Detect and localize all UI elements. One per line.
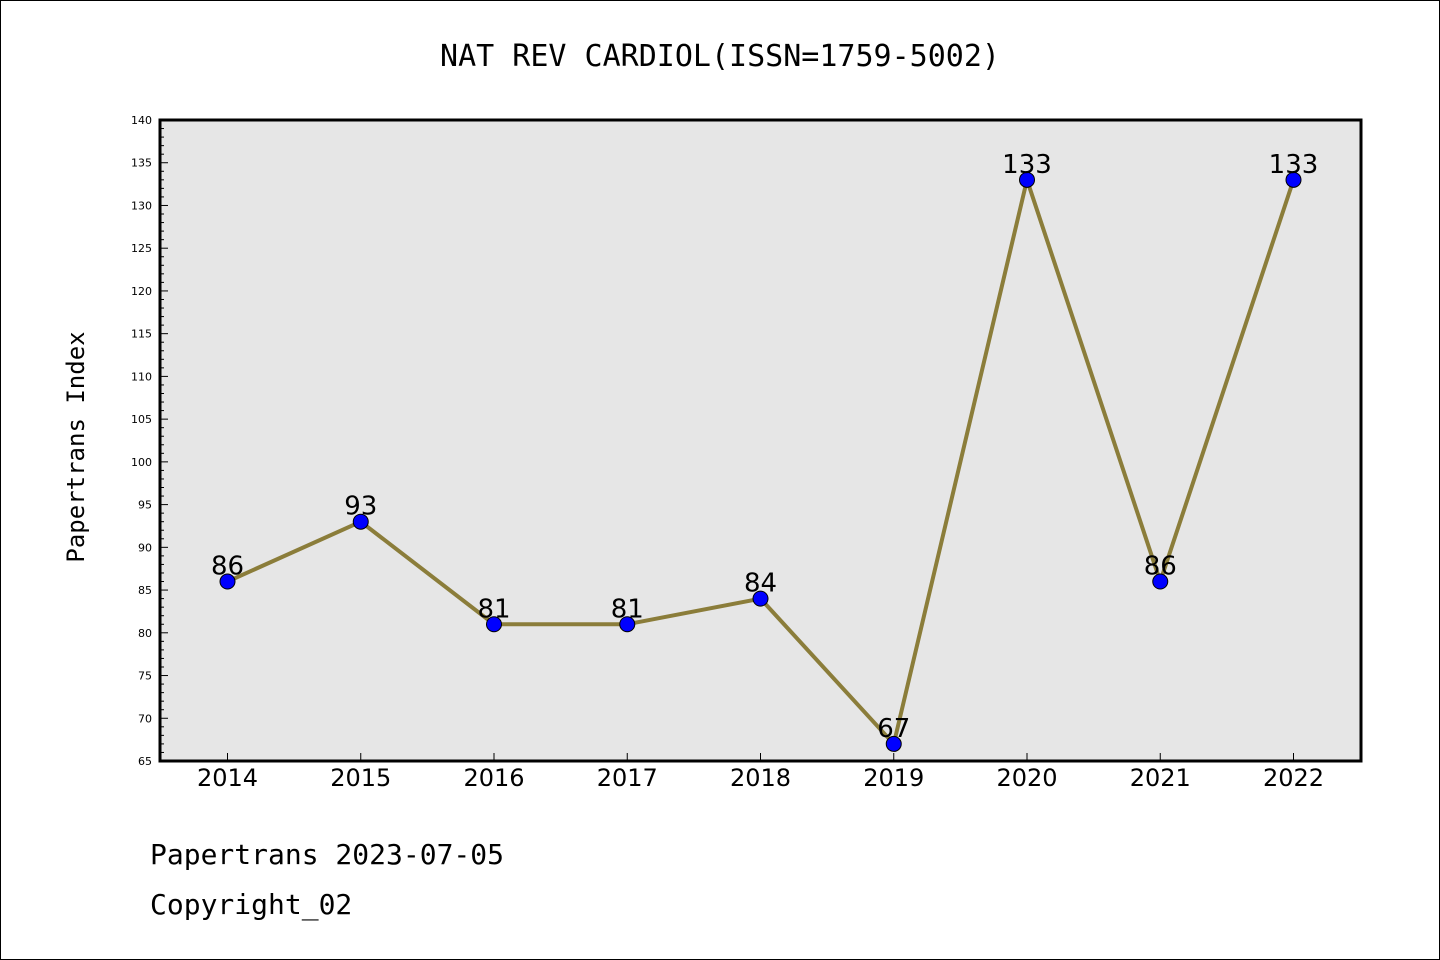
y-tick-label: 75	[138, 670, 152, 683]
y-tick-label: 110	[131, 370, 152, 383]
y-tick-label: 120	[131, 285, 152, 298]
x-tick-label: 2019	[863, 764, 924, 792]
data-label: 81	[477, 594, 510, 624]
y-tick-label: 125	[131, 242, 152, 255]
y-axis-label: Papertrans Index	[62, 331, 90, 562]
data-label: 93	[344, 492, 377, 522]
y-tick-label: 65	[138, 755, 152, 768]
y-tick-label: 95	[138, 499, 152, 512]
x-tick-label: 2018	[730, 764, 791, 792]
data-label: 67	[877, 714, 910, 744]
footer-copyright: Copyright_02	[150, 888, 352, 922]
data-label: 133	[1269, 150, 1319, 180]
x-tick-label: 2017	[597, 764, 658, 792]
y-tick-label: 70	[138, 712, 152, 725]
y-tick-label: 80	[138, 627, 152, 640]
data-label: 81	[611, 594, 644, 624]
y-tick-label: 90	[138, 541, 152, 554]
y-tick-label: 105	[131, 413, 152, 426]
footer-date: Papertrans 2023-07-05	[150, 838, 504, 871]
x-tick-label: 2022	[1263, 764, 1324, 792]
data-label: 133	[1002, 150, 1052, 180]
x-tick-label: 2014	[197, 764, 258, 792]
y-tick-label: 115	[131, 328, 152, 341]
y-tick-label: 135	[131, 157, 152, 170]
y-tick-label: 140	[131, 114, 152, 127]
y-tick-label: 130	[131, 199, 152, 212]
x-tick-label: 2021	[1130, 764, 1191, 792]
x-tick-label: 2015	[330, 764, 391, 792]
x-tick-label: 2020	[996, 764, 1057, 792]
chart-title: NAT REV CARDIOL(ISSN=1759-5002)	[440, 39, 1000, 74]
y-tick-label: 100	[131, 456, 152, 469]
plot-area	[160, 120, 1361, 761]
y-tick-label: 85	[138, 584, 152, 597]
data-label: 86	[211, 552, 244, 582]
data-label: 86	[1144, 552, 1177, 582]
data-label: 84	[744, 569, 777, 599]
x-tick-label: 2016	[463, 764, 524, 792]
